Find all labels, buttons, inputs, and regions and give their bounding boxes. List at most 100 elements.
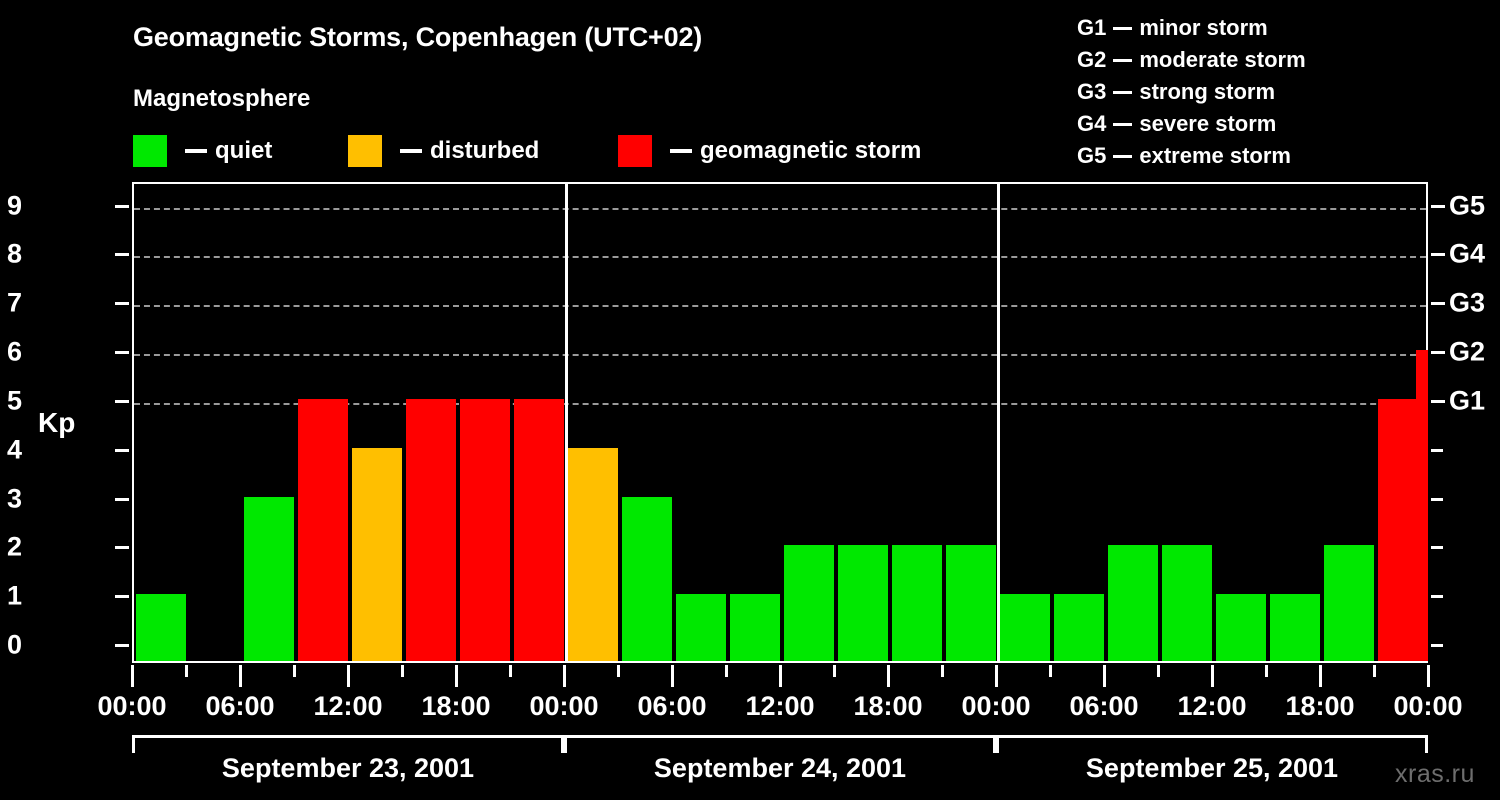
- y-tick-mark-7: [115, 302, 129, 306]
- bar: [1416, 350, 1428, 661]
- g-legend-dash-icon: [1113, 26, 1133, 30]
- color-legend: quiet disturbed geomagnetic storm: [133, 133, 1033, 169]
- y-tick-mark-5: [115, 399, 129, 403]
- x-tick-major: [347, 665, 350, 687]
- x-tick-minor: [185, 665, 188, 677]
- page-title: Geomagnetic Storms, Copenhagen (UTC+02): [133, 22, 703, 52]
- x-tick-major: [1319, 665, 1322, 687]
- y-tick-mark-1: [115, 595, 129, 599]
- x-tick-minor: [509, 665, 512, 677]
- x-tick-label: 12:00: [745, 691, 815, 721]
- g-legend-description: strong storm: [1139, 79, 1276, 104]
- bar: [730, 594, 780, 661]
- x-tick-label: 06:00: [205, 691, 275, 721]
- g-axis-label-g3: G3: [1449, 287, 1486, 318]
- bar: [1054, 594, 1104, 661]
- g-minor-tick-kp-0: [1431, 644, 1443, 647]
- date-label-1: September 23, 2001: [221, 753, 475, 783]
- y-tick-mark-3: [115, 497, 129, 501]
- watermark: xras.ru: [1395, 760, 1475, 788]
- g-legend-code: G2: [1077, 47, 1107, 72]
- quiet-swatch: [133, 135, 167, 167]
- g-minor-tick-kp-3: [1431, 497, 1443, 501]
- y-tick-mark-6: [115, 351, 129, 355]
- g-legend-row-g2: G2 moderate storm: [1077, 44, 1306, 76]
- g-legend-dash-icon: [1113, 122, 1133, 126]
- y-tick-mark-0: [115, 644, 129, 647]
- legend-item-quiet: quiet: [133, 135, 272, 167]
- g-legend-code: G5: [1077, 143, 1107, 168]
- g-legend-code: G1: [1077, 15, 1107, 40]
- legend-dash-icon: [400, 149, 422, 153]
- x-tick-major: [563, 665, 566, 687]
- bar: [1162, 545, 1212, 661]
- gridline-kp-6: [134, 354, 1426, 357]
- legend-dash-icon: [670, 149, 692, 153]
- x-tick-label: 18:00: [1285, 691, 1355, 721]
- g-legend-row-g3: G3 strong storm: [1077, 76, 1306, 108]
- g-legend-code: G4: [1077, 111, 1107, 136]
- x-tick-label: 00:00: [1393, 691, 1463, 721]
- x-tick-major: [1211, 665, 1214, 687]
- y-tick-label-9: 9: [6, 190, 22, 221]
- legend-dash-icon: [185, 149, 207, 153]
- bar: [1270, 594, 1320, 661]
- y-tick-label-8: 8: [6, 238, 22, 269]
- x-tick-major: [995, 665, 998, 687]
- day-separator-1: [565, 184, 568, 661]
- legend-label: quiet: [215, 137, 273, 164]
- date-label-3: September 25, 2001: [1085, 753, 1339, 783]
- g-legend-description: moderate storm: [1139, 47, 1306, 72]
- bar: [676, 594, 726, 661]
- bar: [838, 545, 888, 661]
- g-legend-dash-icon: [1113, 58, 1133, 62]
- bar: [568, 447, 618, 661]
- disturbed-swatch: [348, 135, 382, 167]
- bar: [1324, 545, 1374, 661]
- legend-item-disturbed: disturbed: [348, 135, 539, 167]
- y-tick-label-6: 6: [6, 336, 22, 367]
- g-axis-label-g4: G4: [1449, 238, 1486, 269]
- bar: [298, 398, 348, 661]
- g-tick-mark-g3: [1431, 302, 1445, 306]
- x-tick-major: [131, 665, 134, 687]
- bar: [784, 545, 834, 661]
- g-legend-description: minor storm: [1139, 15, 1268, 40]
- bar: [1000, 594, 1050, 661]
- x-tick-minor: [833, 665, 836, 677]
- y-tick-mark-9: [115, 204, 129, 208]
- g-tick-mark-g5: [1431, 204, 1445, 208]
- date-label-2: September 24, 2001: [653, 753, 907, 783]
- y-tick-label-7: 7: [6, 287, 22, 318]
- x-tick-label: 18:00: [421, 691, 491, 721]
- g-axis-label-g1: G1: [1449, 385, 1486, 416]
- g-legend-dash-icon: [1113, 90, 1133, 94]
- x-tick-major: [1103, 665, 1106, 687]
- bar: [622, 496, 672, 661]
- g-scale-legend: G1 minor storm G2 moderate storm G3 strong st…: [1077, 12, 1306, 172]
- day-separator-2: [997, 184, 1000, 661]
- bar: [892, 545, 942, 661]
- y-tick-label-0: 0: [6, 629, 22, 660]
- x-tick-label: 12:00: [1177, 691, 1247, 721]
- x-tick-label: 18:00: [853, 691, 923, 721]
- g-axis-label-g2: G2: [1449, 336, 1486, 367]
- g-legend-description: extreme storm: [1139, 143, 1291, 168]
- x-tick-minor: [1373, 665, 1376, 677]
- y-tick-mark-4: [115, 448, 129, 452]
- bar: [406, 398, 456, 661]
- x-tick-minor: [1265, 665, 1268, 677]
- x-tick-label: 12:00: [313, 691, 383, 721]
- magnetosphere-heading: Magnetosphere: [133, 85, 311, 112]
- gridline-kp-7: [134, 305, 1426, 308]
- plot-inner: [134, 184, 1428, 661]
- x-tick-label: 06:00: [637, 691, 707, 721]
- x-tick-minor: [941, 665, 944, 677]
- x-tick-major: [455, 665, 458, 687]
- g-legend-row-g5: G5 extreme storm: [1077, 140, 1306, 172]
- g-legend-code: G3: [1077, 79, 1107, 104]
- x-tick-minor: [293, 665, 296, 677]
- bar: [352, 447, 402, 661]
- bar: [136, 594, 186, 661]
- legend-label: disturbed: [430, 137, 540, 164]
